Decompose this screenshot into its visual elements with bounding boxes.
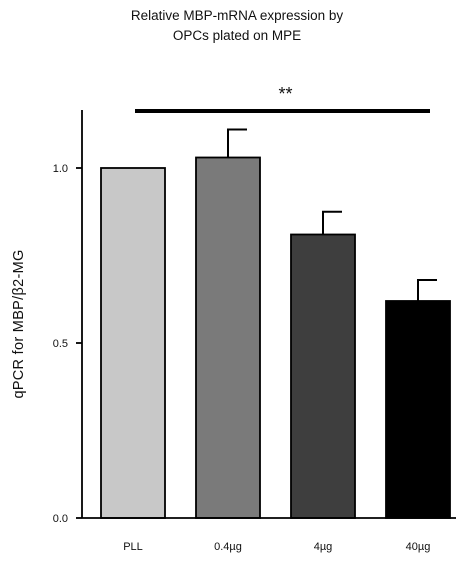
x-tick-label: 0.4µg: [214, 541, 242, 553]
x-tick-label: 40µg: [406, 541, 431, 553]
bar-2: [290, 233, 356, 519]
bar-3: [385, 300, 451, 519]
chart-title-line-2: OPCs plated on MPE: [172, 28, 302, 43]
significance-label: **: [278, 84, 292, 104]
bar-0: [100, 167, 166, 519]
y-tick-label: 1.0: [53, 163, 68, 175]
bar-1: [195, 156, 261, 519]
y-tick-label: 0.5: [53, 338, 68, 350]
chart-title-line-1: Relative MBP-mRNA expression by: [130, 8, 344, 23]
y-tick-label: 0.0: [53, 513, 68, 525]
x-tick-label: PLL: [123, 541, 143, 553]
x-tick-label: 4µg: [314, 541, 333, 553]
chart-title: Relative MBP-mRNA expression by OPCs pla…: [0, 6, 474, 46]
y-axis-label: qPCR for MBP/β2-MG: [11, 249, 27, 398]
